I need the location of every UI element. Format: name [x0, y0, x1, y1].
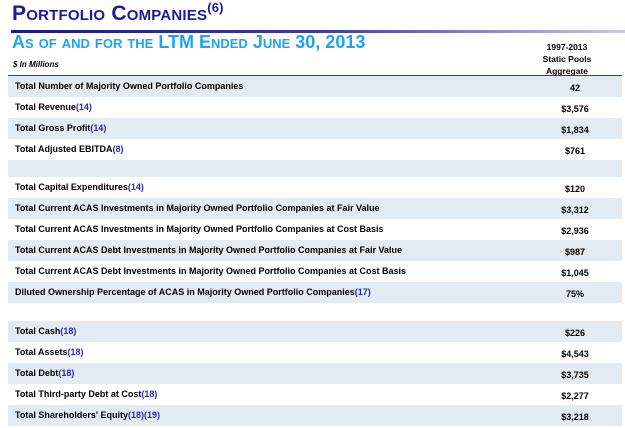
row-label: Total Number of Majority Owned Portfolio… — [15, 81, 244, 91]
table-row: Total Number of Majority Owned Portfolio… — [8, 76, 622, 97]
column-header: 1997-2013 Static Pools Aggregate — [542, 42, 592, 76]
row-value: $987 — [564, 247, 586, 257]
row-value: $3,735 — [561, 370, 589, 380]
row-value: $3,218 — [561, 412, 589, 422]
row-value: $1,045 — [561, 268, 589, 278]
table-row: Total Current ACAS Debt Investments in M… — [8, 261, 622, 282]
row-value: $1,834 — [561, 125, 589, 135]
row-label: Total Capital Expenditures(14) — [15, 182, 144, 192]
table-row: Total Shareholders' Equity(18)(19) $3,218 — [8, 405, 622, 426]
row-value: 42 — [569, 83, 580, 93]
footnote-ref: (18)(19) — [128, 410, 161, 420]
row-label: Total Debt(18) — [15, 368, 75, 378]
table-row: Total Cash(18) $226 — [8, 321, 622, 342]
footnote-ref: (18) — [58, 368, 75, 378]
row-label: Total Gross Profit(14) — [15, 123, 107, 133]
row-label: Total Revenue(14) — [15, 102, 92, 112]
row-label: Total Cash(18) — [15, 326, 77, 336]
table-row: Total Gross Profit(14) $1,834 — [8, 118, 622, 139]
row-value: $2,277 — [561, 391, 589, 401]
row-value: $4,543 — [561, 349, 589, 359]
row-label: Diluted Ownership Percentage of ACAS in … — [15, 287, 371, 297]
title-divider — [11, 30, 625, 33]
row-label: Total Current ACAS Debt Investments in M… — [15, 266, 407, 276]
page-subtitle: As of and for the LTM Ended June 30, 201… — [12, 32, 366, 52]
footnote-ref: (8) — [112, 144, 124, 154]
footnote-ref: (14) — [90, 123, 107, 133]
page-title: Portfolio Companies(6) — [12, 0, 224, 25]
row-label: Total Current ACAS Investments in Majori… — [15, 203, 380, 213]
header-divider — [8, 75, 622, 76]
spacer-row — [8, 160, 622, 177]
units-label: $ In Millions — [13, 60, 59, 69]
footnote-ref: (6) — [207, 0, 224, 15]
footnote-ref: (14) — [127, 182, 144, 192]
row-label: Total Assets(18) — [15, 347, 84, 357]
footnote-ref: (18) — [141, 389, 158, 399]
footnote-ref: (14) — [75, 102, 92, 112]
row-label: Total Current ACAS Investments in Majori… — [15, 224, 384, 234]
table-row: Diluted Ownership Percentage of ACAS in … — [8, 282, 622, 303]
row-label: Total Third-party Debt at Cost(18) — [15, 389, 158, 399]
footnote-ref: (18) — [60, 326, 77, 336]
row-value: $226 — [564, 328, 586, 338]
table-row: Total Capital Expenditures(14) $120 — [8, 177, 622, 198]
row-label: Total Current ACAS Debt Investments in M… — [15, 245, 403, 255]
row-label: Total Adjusted EBITDA(8) — [15, 144, 124, 154]
table-row: Total Current ACAS Investments in Majori… — [8, 219, 622, 240]
footnote-ref: (18) — [67, 347, 84, 357]
row-value: $761 — [564, 146, 586, 156]
table-row: Total Third-party Debt at Cost(18) $2,277 — [8, 384, 622, 405]
row-value: $120 — [564, 184, 586, 194]
row-value: 75% — [565, 289, 584, 299]
row-label: Total Shareholders' Equity(18)(19) — [15, 410, 161, 420]
table-row: Total Current ACAS Investments in Majori… — [8, 198, 622, 219]
row-value: $3,576 — [561, 104, 589, 114]
table-row: Total Adjusted EBITDA(8) $761 — [8, 139, 622, 160]
table-row: Total Assets(18) $4,543 — [8, 342, 622, 363]
row-value: $2,936 — [561, 226, 589, 236]
table-row: Total Debt(18) $3,735 — [8, 363, 622, 384]
row-value: $3,312 — [561, 205, 589, 215]
table-row: Total Current ACAS Debt Investments in M… — [8, 240, 622, 261]
table-row: Total Revenue(14) $3,576 — [8, 97, 622, 118]
footnote-ref: (17) — [354, 287, 371, 297]
